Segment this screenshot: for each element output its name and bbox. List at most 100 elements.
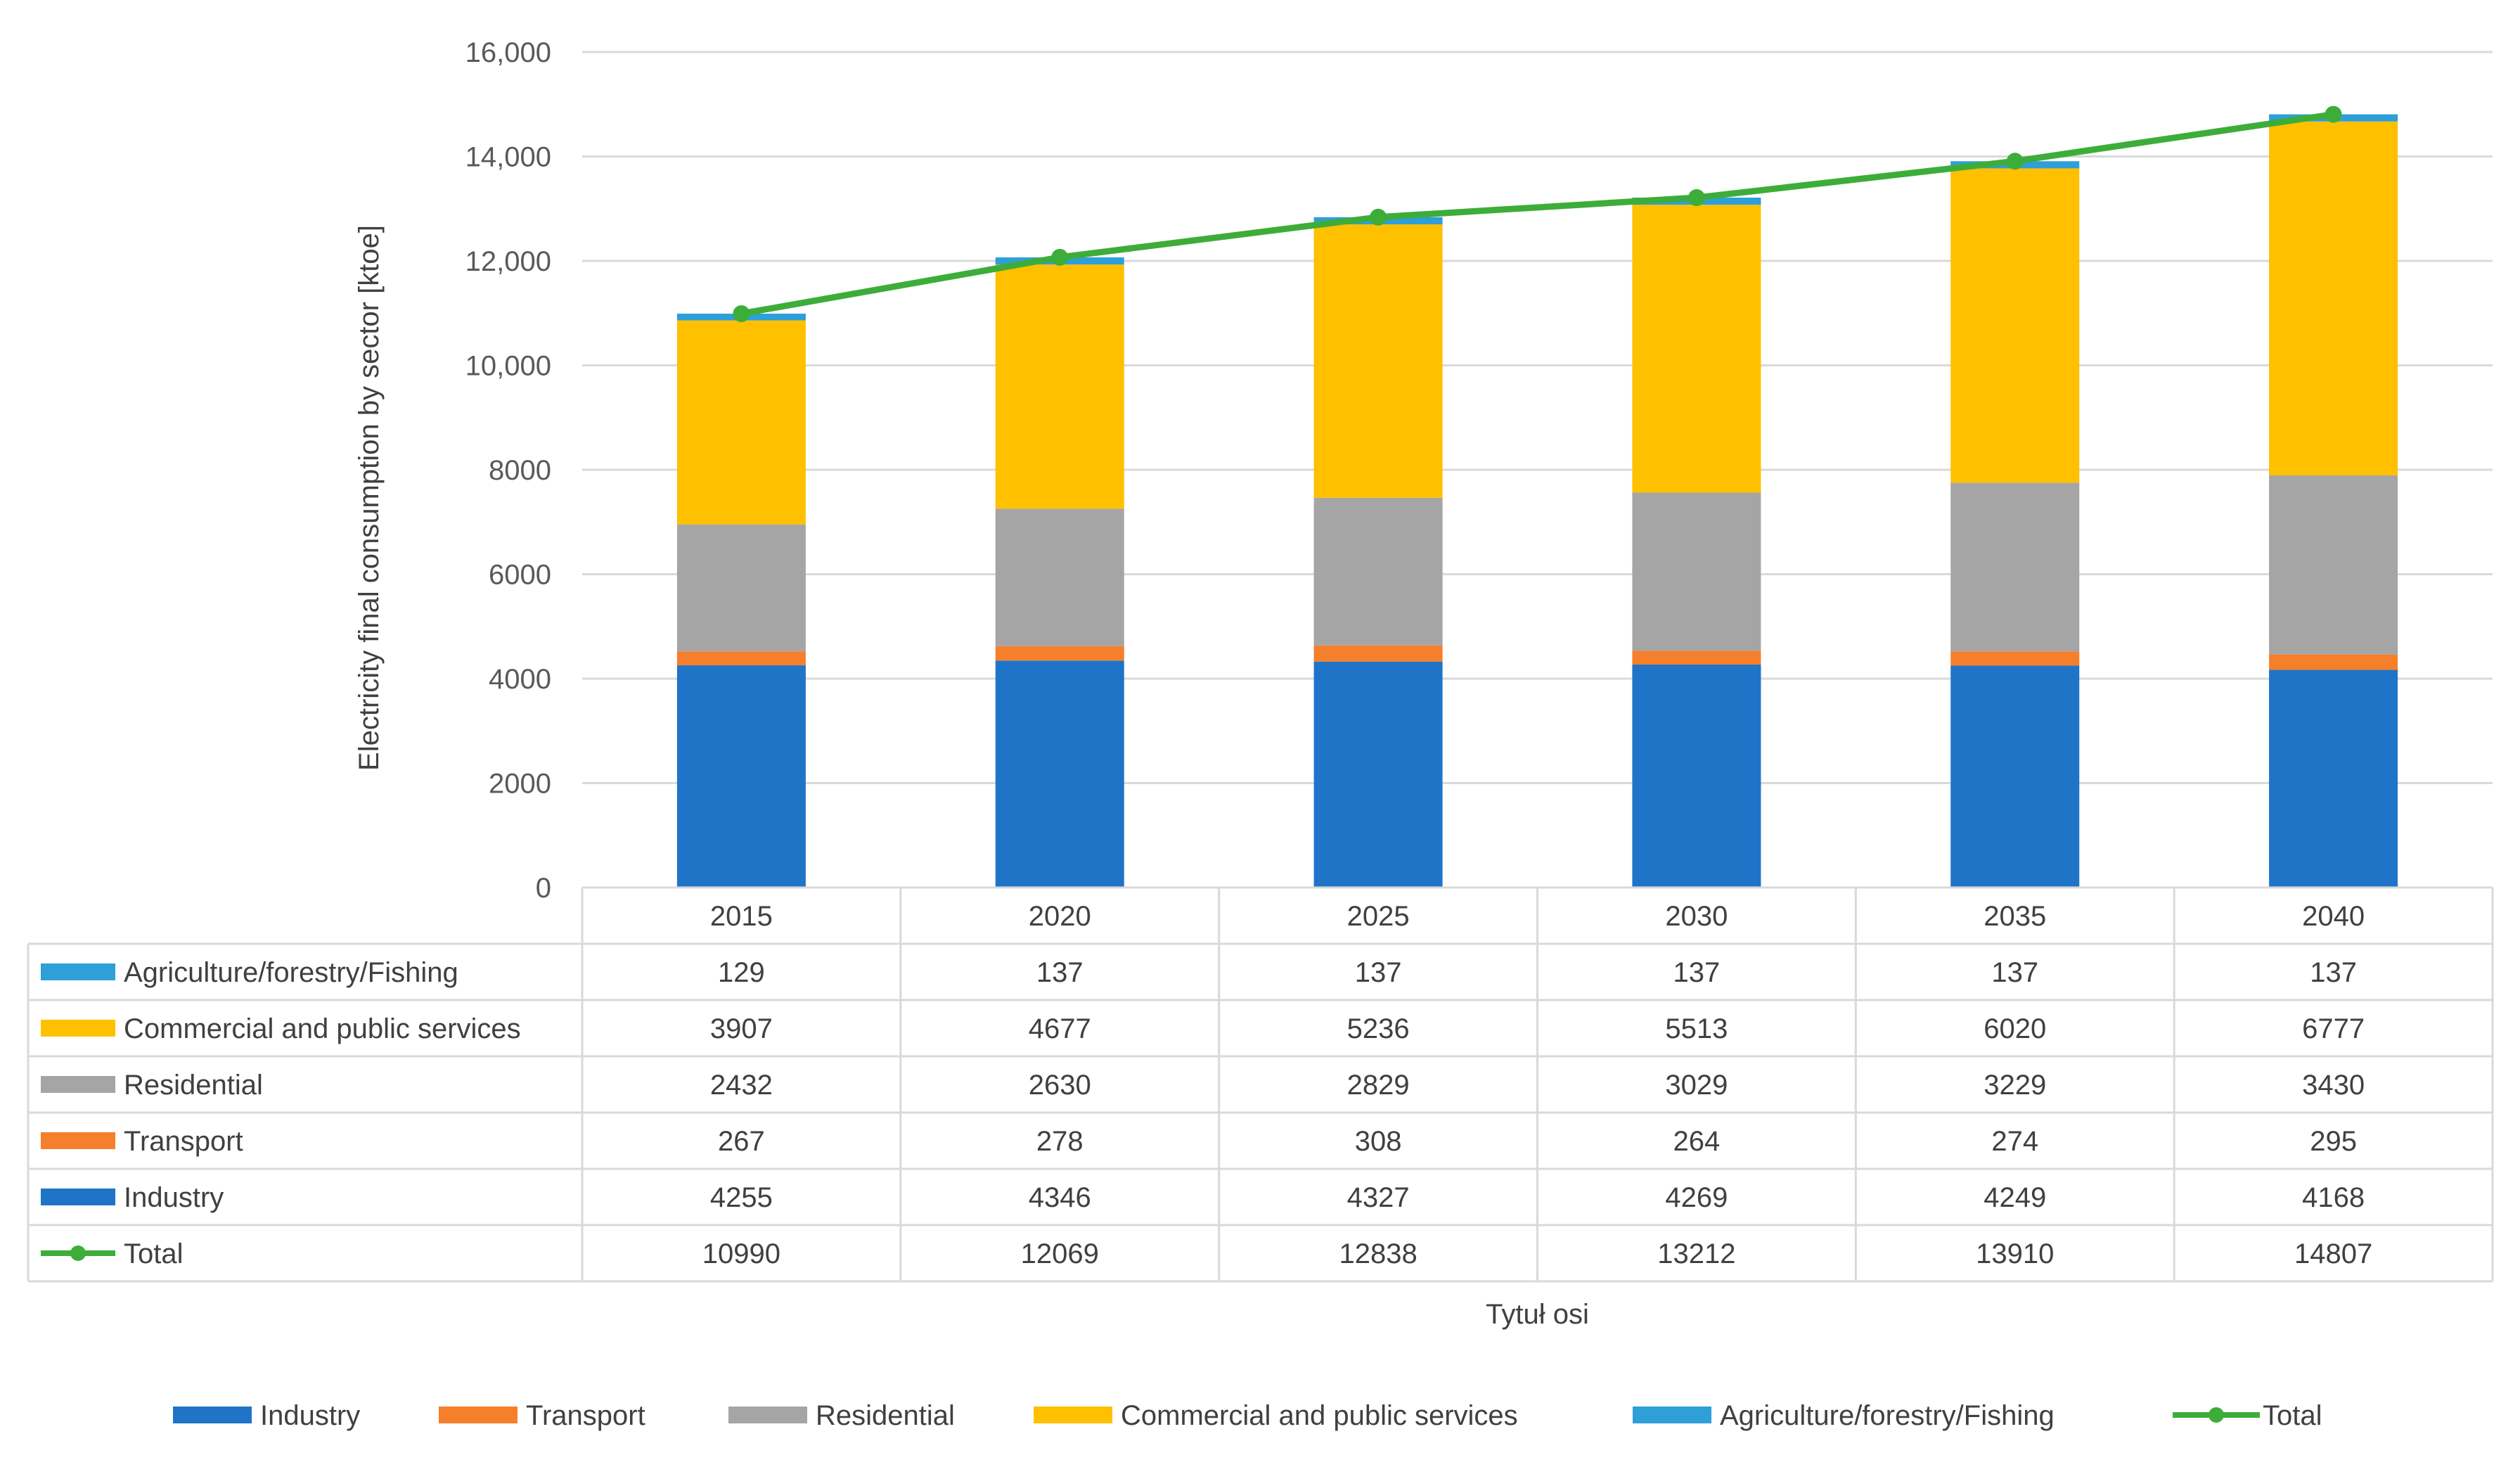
x-category-label: 2015 <box>710 901 773 932</box>
y-tick-label: 14,000 <box>465 142 551 173</box>
x-category-label: 2025 <box>1347 901 1410 932</box>
table-cell: 6777 <box>2302 1013 2365 1044</box>
y-tick-label: 8000 <box>489 455 551 486</box>
table-cell: 3907 <box>710 1013 773 1044</box>
legend-key <box>439 1407 518 1423</box>
y-tick-label: 10,000 <box>465 351 551 382</box>
total-point <box>2325 105 2342 123</box>
table-legend-key <box>41 1020 115 1037</box>
table-cell: 12838 <box>1339 1238 1417 1269</box>
table-cell: 274 <box>1991 1126 2038 1157</box>
legend-entry: Commercial and public services <box>1121 1400 1518 1431</box>
y-tick-label: 16,000 <box>465 37 551 68</box>
legend-key <box>1034 1407 1112 1423</box>
total-point <box>1370 208 1387 226</box>
table-cell: 137 <box>1036 957 1084 988</box>
table-cell: 10990 <box>702 1238 780 1269</box>
bar-segment <box>2269 654 2398 670</box>
table-legend-key <box>41 963 115 980</box>
total-line-path <box>740 111 2334 317</box>
bar-segment <box>2269 475 2398 655</box>
y-tick-label: 2000 <box>489 769 551 800</box>
y-axis-ticks: 0 2000 4000 6000 8000 10,000 12,000 14,000 16,00… <box>465 37 551 904</box>
table-cell: 137 <box>1673 957 1721 988</box>
bar-segment <box>1632 665 1761 888</box>
bar-segment <box>1950 651 2080 666</box>
bar-segment <box>676 665 806 888</box>
table-cell: 4327 <box>1347 1182 1410 1213</box>
bar-segment <box>995 264 1124 509</box>
total-point <box>1051 248 1069 266</box>
table-cell: 5236 <box>1347 1013 1410 1044</box>
table-cell: 137 <box>1991 957 2038 988</box>
table-cell: 4255 <box>710 1182 773 1213</box>
legend-entry: Residential <box>816 1400 955 1431</box>
table-row-label: Industry <box>124 1182 224 1213</box>
bar-segment <box>1950 168 2080 483</box>
table-cell: 5513 <box>1665 1013 1728 1044</box>
bar-segment <box>1950 482 2080 652</box>
y-tick-label: 12,000 <box>465 246 551 277</box>
bar-segment <box>1632 492 1761 651</box>
data-table: 2015 2020 2025 2030 2035 2040 Agriculture/fore… <box>27 886 2494 1283</box>
table-legend-key <box>41 1076 115 1093</box>
table-row-label: Agriculture/forestry/Fishing <box>124 957 458 988</box>
y-tick-label: 4000 <box>489 664 551 695</box>
y-axis-label: Electricity final consumption by sector … <box>354 225 385 771</box>
table-cell: 4346 <box>1029 1182 1091 1213</box>
table-cell: 13910 <box>1976 1238 2054 1269</box>
table-legend-key <box>70 1245 86 1261</box>
bar-segment <box>1313 661 1443 888</box>
legend-key <box>728 1407 807 1423</box>
bar-segment <box>995 646 1124 661</box>
table-cell: 2829 <box>1347 1070 1410 1101</box>
bar-segment <box>2269 670 2398 888</box>
bar-segment <box>1313 224 1443 498</box>
legend-key <box>2209 1407 2224 1423</box>
bar-segment <box>2269 121 2398 475</box>
table-row-label: Residential <box>124 1070 263 1101</box>
table-cell: 6020 <box>1984 1013 2046 1044</box>
x-category-label: 2020 <box>1029 901 1091 932</box>
bar-segment <box>995 660 1124 888</box>
y-tick-label: 0 <box>536 873 551 904</box>
legend-entry: Industry <box>260 1400 360 1431</box>
table-cell: 129 <box>718 957 765 988</box>
legend: Industry Transport Residential Commercial a… <box>173 1400 2322 1431</box>
table-cell: 308 <box>1355 1126 1402 1157</box>
table-cell: 2432 <box>710 1070 773 1101</box>
legend-key <box>173 1407 252 1423</box>
table-cell: 13212 <box>1657 1238 1735 1269</box>
bar-segment <box>676 651 806 666</box>
y-tick-label: 6000 <box>489 560 551 591</box>
table-cell: 295 <box>2310 1126 2357 1157</box>
table-cell: 4168 <box>2302 1182 2365 1213</box>
bar-segment <box>1632 651 1761 665</box>
legend-entry: Agriculture/forestry/Fishing <box>1720 1400 2055 1431</box>
table-cell: 3029 <box>1665 1070 1728 1101</box>
bar-segment <box>676 320 806 525</box>
x-axis-label: Tytuł osi <box>1486 1299 1589 1330</box>
bar-segment <box>1313 645 1443 662</box>
table-cell: 14807 <box>2294 1238 2372 1269</box>
table-cell: 264 <box>1673 1126 1721 1157</box>
bar-segment <box>995 508 1124 646</box>
total-point <box>2006 153 2024 170</box>
table-cell: 2630 <box>1029 1070 1091 1101</box>
table-cell: 4677 <box>1029 1013 1091 1044</box>
table-cell: 4249 <box>1984 1182 2046 1213</box>
bar-segment <box>1632 205 1761 493</box>
total-line <box>733 105 2342 322</box>
table-cell: 4269 <box>1665 1182 1728 1213</box>
x-category-label: 2040 <box>2302 901 2365 932</box>
table-cell: 3430 <box>2302 1070 2365 1101</box>
legend-key <box>1633 1407 1711 1423</box>
table-legend-key <box>41 1189 115 1205</box>
total-point <box>1688 189 1705 207</box>
table-row-label: Total <box>124 1238 184 1269</box>
legend-entry: Total <box>2263 1400 2322 1431</box>
table-row-label: Transport <box>124 1126 243 1157</box>
table-cell: 267 <box>718 1126 765 1157</box>
gridlines <box>582 51 2493 784</box>
